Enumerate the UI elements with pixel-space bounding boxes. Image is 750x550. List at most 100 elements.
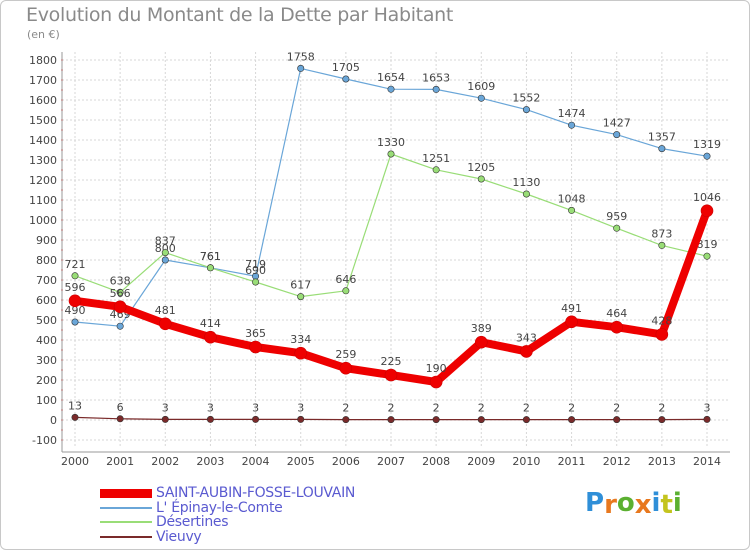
- x-tick-label: 2005: [287, 455, 315, 468]
- data-label: 638: [110, 274, 131, 287]
- data-point: [342, 416, 350, 424]
- data-point: [252, 415, 260, 423]
- legend-swatch: [100, 521, 152, 524]
- data-label: 1048: [558, 192, 586, 205]
- data-label: 721: [65, 258, 86, 271]
- data-label: 646: [335, 273, 356, 286]
- data-point: [297, 415, 305, 423]
- logo-letter: r: [604, 490, 617, 520]
- data-point: [568, 206, 576, 214]
- data-label: 2: [342, 402, 349, 415]
- legend-swatch: [100, 488, 152, 498]
- data-label: 2: [478, 402, 485, 415]
- logo-letter: t: [660, 490, 673, 520]
- data-label: 1705: [332, 61, 360, 74]
- data-label: 1205: [467, 161, 495, 174]
- data-label: 2: [388, 402, 395, 415]
- x-tick-label: 2003: [196, 455, 224, 468]
- data-label: 365: [245, 327, 266, 340]
- y-tick-label: 400: [36, 334, 57, 347]
- data-point: [568, 121, 576, 129]
- data-point: [703, 252, 711, 260]
- legend-item: SAINT-AUBIN-FOSSE-LOUVAIN: [100, 486, 355, 501]
- logo-letter: x: [634, 490, 652, 520]
- data-label: 1474: [558, 107, 586, 120]
- data-point: [116, 322, 124, 330]
- data-label: 3: [162, 401, 169, 414]
- data-point: [474, 335, 488, 349]
- data-label: 1251: [422, 152, 450, 165]
- legend-item: L' Épinay-le-Comte: [100, 501, 355, 516]
- x-tick-label: 2002: [151, 455, 179, 468]
- data-label: 1609: [467, 80, 495, 93]
- data-point: [522, 416, 530, 424]
- y-tick-label: 700: [36, 274, 57, 287]
- data-label: 343: [516, 331, 537, 344]
- x-tick-label: 2004: [242, 455, 270, 468]
- data-point: [387, 85, 395, 93]
- data-label: 837: [155, 235, 176, 248]
- data-label: 1654: [377, 71, 405, 84]
- legend-item: Désertines: [100, 515, 355, 530]
- data-label: 1653: [422, 71, 450, 84]
- data-point: [71, 318, 79, 326]
- data-point: [342, 75, 350, 83]
- data-label: 617: [290, 279, 311, 292]
- data-point: [429, 375, 443, 389]
- data-point: [71, 413, 79, 421]
- data-point: [700, 204, 714, 218]
- data-point: [477, 175, 485, 183]
- data-point: [658, 416, 666, 424]
- y-tick-label: 1800: [29, 54, 57, 67]
- y-tick-label: 1000: [29, 214, 57, 227]
- data-label: 690: [245, 264, 266, 277]
- chart-subtitle: (en €): [27, 28, 60, 41]
- data-label: 1357: [648, 131, 676, 144]
- y-tick-label: 1500: [29, 114, 57, 127]
- data-label: 3: [297, 401, 304, 414]
- data-label: 490: [65, 304, 86, 317]
- data-label: 334: [290, 333, 311, 346]
- x-tick-label: 2009: [467, 455, 495, 468]
- data-label: 481: [155, 304, 176, 317]
- data-point: [206, 264, 214, 272]
- x-tick-label: 2010: [512, 455, 540, 468]
- y-tick-label: 900: [36, 234, 57, 247]
- data-point: [252, 278, 260, 286]
- data-point: [432, 166, 440, 174]
- y-tick-label: 100: [36, 394, 57, 407]
- y-tick-label: 300: [36, 354, 57, 367]
- y-tick-label: 1400: [29, 134, 57, 147]
- data-label: 596: [65, 281, 86, 294]
- data-label: 2: [613, 402, 620, 415]
- x-tick-label: 2007: [377, 455, 405, 468]
- data-label: 6: [117, 401, 124, 414]
- data-point: [249, 340, 262, 354]
- chart-legend: SAINT-AUBIN-FOSSE-LOUVAIN L' Épinay-le-Co…: [100, 486, 355, 544]
- legend-swatch: [100, 506, 152, 509]
- data-point: [658, 145, 666, 153]
- logo-letter: i: [651, 488, 661, 518]
- data-label: 491: [561, 302, 582, 315]
- data-label: 1130: [512, 176, 540, 189]
- data-point: [71, 272, 79, 280]
- data-point: [68, 294, 82, 308]
- data-label: 13: [68, 399, 82, 412]
- data-label: 2: [658, 402, 665, 415]
- data-point: [387, 150, 395, 158]
- logo-letter: P: [585, 488, 605, 518]
- x-tick-label: 2006: [332, 455, 360, 468]
- data-label: 414: [200, 317, 221, 330]
- y-tick-label: 600: [36, 294, 57, 307]
- data-point: [158, 317, 172, 331]
- y-tick-label: 1200: [29, 174, 57, 187]
- y-tick-label: 800: [36, 254, 57, 267]
- y-tick-label: 500: [36, 314, 57, 327]
- data-point: [161, 249, 169, 257]
- data-point: [339, 361, 353, 375]
- data-label: 3: [252, 401, 259, 414]
- logo-letter: i: [672, 488, 682, 518]
- data-label: 3: [207, 401, 214, 414]
- data-point: [477, 94, 485, 102]
